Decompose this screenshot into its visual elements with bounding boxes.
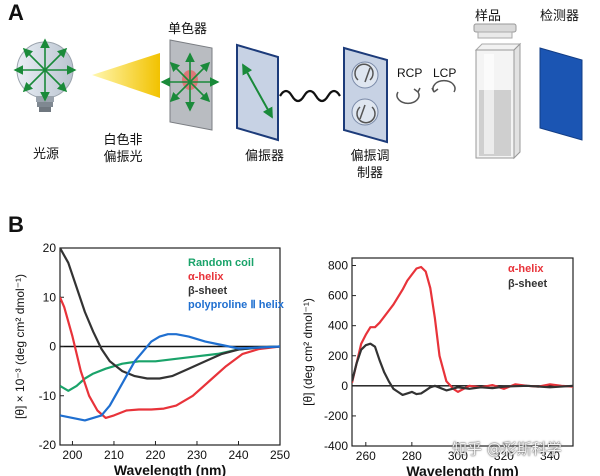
x-tick-label: 300 [448,449,468,463]
y-tick-label: -10 [39,389,57,403]
legend-entry: Random coil [188,257,254,269]
y-axis-label: [θ] × 10⁻³ (deg cm² dmol⁻¹) [13,274,27,419]
y-tick-label: 600 [328,289,348,303]
legend-entry: β-sheet [188,285,227,297]
plot-frame [351,257,574,447]
sample-label: 样品 [475,9,502,24]
series-line-helix [60,296,280,419]
watermark: 知乎 @彩斯科学 [452,440,562,458]
x-tick-label: 210 [104,448,124,462]
sample-cuvette-icon [473,23,522,160]
x-tick-label: 240 [228,448,248,462]
series-line-polyproline-helix [60,333,280,422]
x-tick-label: 230 [187,448,207,462]
white-light-label: 白色非 偏振光 [98,132,148,166]
x-tick-label: 200 [62,448,82,462]
monochromator-label: 单色器 [168,22,208,37]
cd-spectra-far-uv-chart: 200 210 220 230 240 250 20 10 0 -10 -20 Wavelength … [13,241,290,476]
modulator-icon [343,46,388,144]
modulator-label: 偏振调 制器 [345,148,395,182]
modulator-label-line1: 偏振调 [350,149,390,164]
series-line-sheet [352,342,573,396]
detector-label: 检测器 [540,9,580,24]
x-tick-label: 320 [494,449,514,463]
white-light-label-line1: 白色非 [103,133,143,148]
lcp-label: LCP [433,66,457,80]
detector-panel [539,47,583,141]
x-axis-label: Wavelength (nm) [114,462,226,476]
y-tick-label: 20 [43,241,57,255]
light-wave [279,89,341,103]
light-beam [92,53,160,98]
y-tick-label: 800 [328,259,348,273]
modulator-label-line2: 制器 [356,166,383,181]
y-tick-label: 0 [49,340,56,354]
light-source-label: 光源 [33,147,60,162]
light-bulb-icon [13,38,77,112]
y-tick-label: -200 [324,409,348,423]
white-light-label-line2: 偏振光 [103,150,143,165]
y-tick-label: -20 [39,438,57,452]
panel-b-label: B [8,212,24,237]
polarizer-label: 偏振器 [245,149,285,164]
polarizer-icon [236,43,279,142]
legend-entry: α-helix [508,263,544,275]
panel-a-label: A [8,0,24,25]
x-axis-label: Wavelength (nm) [406,463,518,476]
y-axis-label: [θ] (deg cm² dmol⁻¹) [301,298,315,406]
y-tick-label: 0 [341,379,348,393]
x-tick-label: 220 [145,448,165,462]
monochromator-icon [160,39,220,131]
y-tick-label: 400 [328,319,348,333]
series-line-sheet [60,248,280,380]
x-tick-label: 260 [356,449,376,463]
cd-spectra-near-uv-chart: 260 280 300 320 340 800 600 400 200 0 -200 -400 Wave… [301,257,574,476]
x-tick-label: 340 [540,449,560,463]
legend-entry: α-helix [188,271,224,283]
rcp-label: RCP [397,66,423,80]
legend-entry: β-sheet [508,278,547,290]
y-tick-label: 10 [43,290,57,304]
x-tick-label: 250 [270,448,290,462]
y-tick-label: -400 [324,439,348,453]
schematic-diagram [13,23,583,160]
legend-entry: polyproline Ⅱ helix [188,299,285,311]
y-tick-label: 200 [328,349,348,363]
rotation-arrows [396,79,456,105]
x-tick-label: 280 [402,449,422,463]
